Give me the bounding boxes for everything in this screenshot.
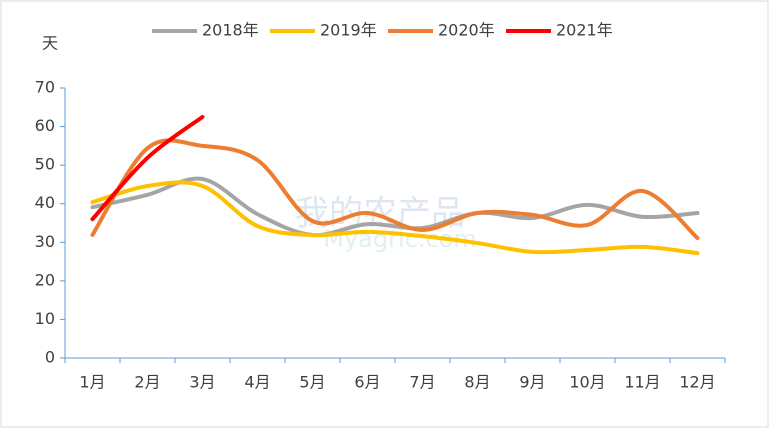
y-tick-label: 0 [45,348,55,367]
series-line [90,114,205,222]
y-tick-label: 50 [35,155,55,174]
y-axis-label: 天 [42,34,58,53]
y-tick-label: 60 [35,116,55,135]
x-tick-label: 12月 [679,373,715,392]
y-tick-label: 10 [35,309,55,328]
y-tick-label: 20 [35,270,55,289]
x-tick-label: 6月 [354,373,380,392]
x-tick-label: 4月 [244,373,270,392]
x-tick-label: 1月 [79,373,105,392]
x-tick-label: 8月 [464,373,490,392]
x-tick-label: 3月 [189,373,215,392]
legend-label: 2018年 [202,21,259,40]
legend-label: 2021年 [556,21,613,40]
series-line [90,138,700,241]
x-tick-label: 10月 [569,373,605,392]
series-line [90,180,700,256]
x-tick-label: 7月 [409,373,435,392]
legend-label: 2020年 [438,21,495,40]
x-tick-label: 9月 [519,373,545,392]
x-tick-label: 5月 [299,373,325,392]
y-tick-label: 40 [35,193,55,212]
x-tick-label: 11月 [624,373,660,392]
y-tick-label: 30 [35,232,55,251]
x-tick-label: 2月 [134,373,160,392]
y-tick-label: 70 [35,78,55,97]
legend-label: 2019年 [320,21,377,40]
series-line [90,176,700,238]
